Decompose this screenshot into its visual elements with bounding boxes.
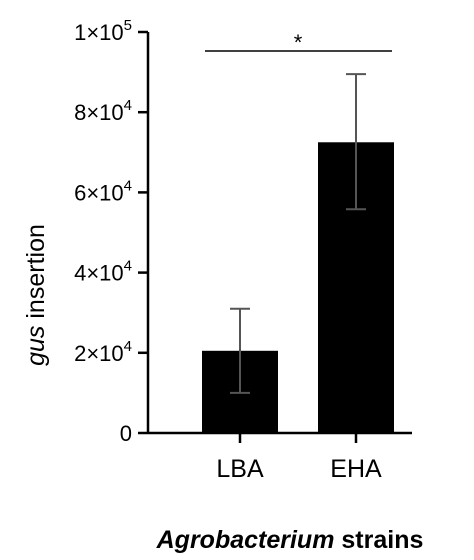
y-tick-label: 2×104 bbox=[74, 338, 132, 366]
x-tick-label-lba: LBA bbox=[216, 455, 264, 483]
error-bars bbox=[230, 73, 366, 394]
x-axis-title: Agrobacterium strains bbox=[156, 526, 424, 554]
y-tick-label: 1×105 bbox=[74, 17, 132, 45]
y-axis: 0 2×104 4×104 6×104 8×104 1×105 bbox=[74, 17, 150, 446]
x-axis: LBA EHA bbox=[148, 431, 412, 483]
x-axis-title-rest: strains bbox=[334, 526, 423, 554]
significance-annotation: * bbox=[205, 30, 392, 55]
y-tick-label: 8×104 bbox=[74, 97, 132, 125]
x-axis-title-italic: Agrobacterium bbox=[156, 526, 335, 554]
y-axis-title-rest: insertion bbox=[22, 224, 50, 325]
y-tick-label: 4×104 bbox=[74, 258, 132, 286]
y-tick-label: 0 bbox=[120, 421, 132, 446]
bars bbox=[202, 142, 394, 433]
significance-star: * bbox=[294, 30, 303, 55]
y-axis-title-italic: gus bbox=[22, 326, 50, 366]
y-axis-title: gus insertion bbox=[22, 224, 50, 366]
x-tick-label-eha: EHA bbox=[330, 455, 382, 483]
y-tick-label: 6×104 bbox=[74, 177, 132, 205]
